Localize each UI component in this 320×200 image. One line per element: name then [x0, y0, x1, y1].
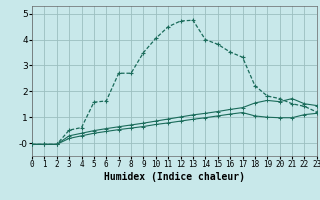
- X-axis label: Humidex (Indice chaleur): Humidex (Indice chaleur): [104, 172, 245, 182]
